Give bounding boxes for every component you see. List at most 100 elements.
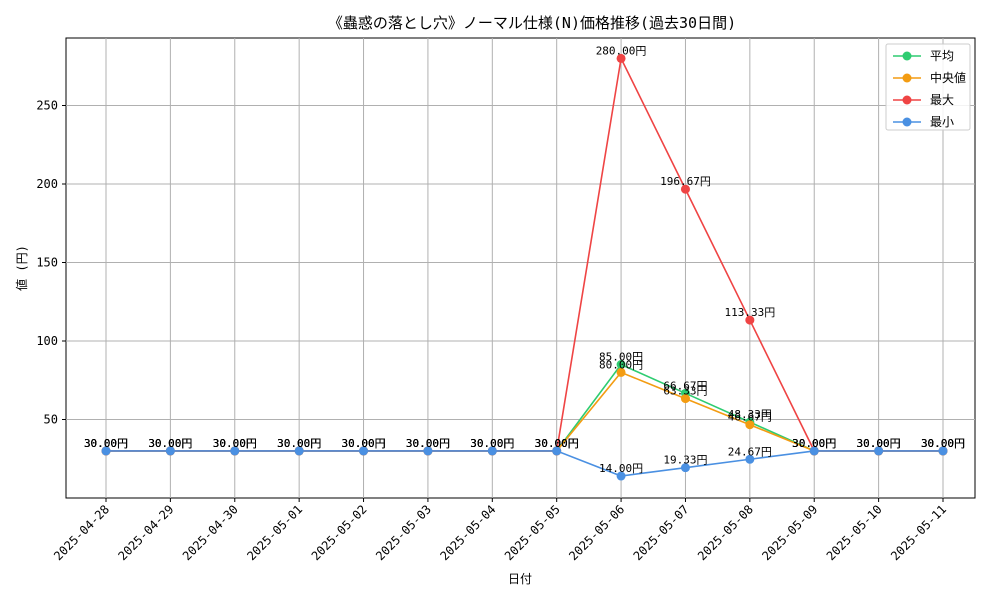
- data-label: 30.00円: [213, 437, 257, 450]
- data-point: [616, 367, 626, 377]
- data-point: [745, 454, 755, 464]
- legend-swatch-marker: [902, 73, 912, 83]
- series-line: [106, 450, 943, 477]
- data-label: 196.67円: [660, 175, 711, 188]
- data-label: 30.00円: [792, 437, 836, 450]
- y-axis-label: 値 (円): [14, 245, 29, 291]
- data-point: [680, 394, 690, 404]
- x-tick-label: 2025-05-11: [888, 502, 949, 563]
- data-label: 30.00円: [857, 437, 901, 450]
- data-label: 19.33円: [663, 454, 707, 467]
- x-tick-label: 2025-05-01: [244, 502, 305, 563]
- data-label: 30.00円: [148, 437, 192, 450]
- legend-label: 最小: [930, 115, 954, 129]
- data-label: 30.00円: [535, 437, 579, 450]
- chart-title: 《蟲惑の落とし穴》ノーマル仕様(N)価格推移(過去30日間): [328, 14, 736, 32]
- data-label: 30.00円: [406, 437, 450, 450]
- data-label: 30.00円: [84, 437, 128, 450]
- data-label: 66.67円: [663, 379, 707, 392]
- y-tick-label: 100: [36, 334, 58, 348]
- data-point: [745, 315, 755, 325]
- x-tick-label: 2025-05-03: [373, 502, 434, 563]
- data-point: [874, 446, 884, 456]
- x-tick-label: 2025-05-04: [437, 502, 498, 563]
- x-tick-label: 2025-04-29: [116, 502, 177, 563]
- data-labels: 30.00円 30.00円 30.00円 30.00円 30.00円 30.00円 30.0…: [84, 44, 965, 475]
- data-label: 30.00円: [341, 437, 385, 450]
- series-lines: [101, 53, 948, 481]
- x-tick-label: 2025-05-07: [631, 502, 692, 563]
- data-label: 30.00円: [406, 437, 450, 450]
- plot-area: [65, 37, 976, 499]
- data-label: 30.00円: [341, 437, 385, 450]
- data-label: 30.00円: [470, 437, 514, 450]
- x-tick-label: 2025-05-08: [695, 502, 756, 563]
- x-tick-label: 2025-05-06: [566, 502, 627, 563]
- data-label: 30.00円: [84, 437, 128, 450]
- data-label: 30.00円: [535, 437, 579, 450]
- data-label: 30.00円: [535, 437, 579, 450]
- data-label: 80.00円: [599, 358, 643, 371]
- legend-swatch-marker: [902, 117, 912, 127]
- data-label: 30.00円: [341, 437, 385, 450]
- data-label: 280.00円: [596, 44, 647, 57]
- data-point: [552, 446, 562, 456]
- data-label: 113.33円: [724, 306, 775, 319]
- legend-label: 最大: [930, 93, 954, 107]
- data-point: [745, 420, 755, 430]
- data-label: 30.00円: [213, 437, 257, 450]
- data-label: 30.00円: [857, 437, 901, 450]
- data-point: [616, 471, 626, 481]
- data-label: 30.00円: [277, 437, 321, 450]
- data-label: 30.00円: [148, 437, 192, 450]
- data-label: 30.00円: [277, 437, 321, 450]
- data-label: 30.00円: [84, 437, 128, 450]
- data-point: [616, 53, 626, 63]
- data-point: [359, 446, 369, 456]
- data-label: 30.00円: [84, 437, 128, 450]
- legend-label: 中央値: [930, 70, 966, 85]
- x-tick-label: 2025-04-30: [180, 502, 241, 563]
- y-tick-label: 200: [36, 177, 58, 191]
- y-tick-label: 250: [36, 99, 58, 113]
- legend-box: [885, 43, 971, 131]
- data-point: [680, 463, 690, 473]
- data-label: 63.33円: [663, 385, 707, 398]
- data-label: 46.67円: [728, 411, 772, 424]
- data-label: 30.00円: [470, 437, 514, 450]
- data-label: 30.00円: [341, 437, 385, 450]
- data-point: [938, 446, 948, 456]
- data-label: 30.00円: [535, 437, 579, 450]
- data-label: 30.00円: [406, 437, 450, 450]
- data-point: [101, 446, 111, 456]
- data-label: 30.00円: [921, 437, 965, 450]
- data-point: [423, 446, 433, 456]
- legend-swatch-marker: [902, 51, 912, 61]
- data-point: [809, 446, 819, 456]
- data-label: 85.00円: [599, 351, 643, 364]
- x-tick-label: 2025-04-28: [51, 502, 112, 563]
- data-point: [616, 360, 626, 370]
- data-point: [487, 446, 497, 456]
- data-label: 30.00円: [792, 437, 836, 450]
- data-label: 30.00円: [792, 437, 836, 450]
- data-label: 48.33円: [728, 408, 772, 421]
- legend-swatch-marker: [902, 95, 912, 105]
- data-label: 30.00円: [857, 437, 901, 450]
- data-label: 30.00円: [470, 437, 514, 450]
- x-tick-label: 2025-05-09: [759, 502, 820, 563]
- data-label: 30.00円: [277, 437, 321, 450]
- data-label: 30.00円: [921, 437, 965, 450]
- data-label: 14.00円: [599, 462, 643, 475]
- x-axis-label: 日付: [508, 572, 532, 586]
- x-tick-label: 2025-05-10: [824, 502, 885, 563]
- data-label: 30.00円: [148, 437, 192, 450]
- data-point: [165, 446, 175, 456]
- data-label: 30.00円: [857, 437, 901, 450]
- x-tick-label: 2025-05-05: [502, 502, 563, 563]
- data-label: 30.00円: [213, 437, 257, 450]
- data-label: 30.00円: [277, 437, 321, 450]
- data-label: 30.00円: [792, 437, 836, 450]
